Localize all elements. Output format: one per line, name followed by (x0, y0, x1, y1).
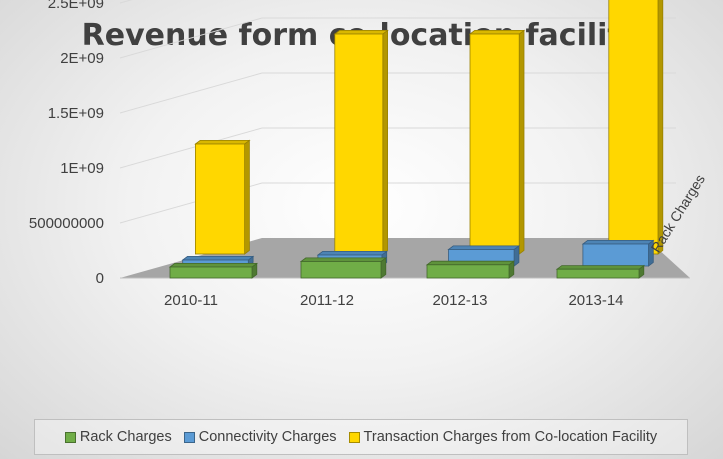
gridline-side (119, 17, 263, 59)
bar-side (518, 29, 525, 255)
y-tick-label: 1.5E+09 (48, 105, 104, 122)
y-tick-label: 1E+09 (60, 160, 104, 177)
x-tick-label: 2010-11 (164, 292, 218, 309)
legend-swatch (183, 431, 195, 443)
bar-side (657, 0, 664, 255)
bar (300, 261, 382, 279)
floor (120, 238, 690, 278)
legend-label: Connectivity Charges (198, 429, 337, 445)
bar-top (581, 239, 655, 245)
legend-label: Rack Charges (79, 429, 172, 445)
bar (469, 33, 520, 255)
bar-top (333, 29, 389, 35)
x-tick-label: 2011-12 (300, 292, 354, 309)
bar-top (468, 29, 526, 35)
legend-item: Rack Charges (64, 429, 172, 445)
x-tick-label: 2012-13 (432, 292, 487, 309)
legend-item: Connectivity Charges (183, 429, 337, 445)
bar (194, 143, 245, 255)
bar (169, 266, 253, 279)
bar-top (447, 245, 521, 250)
bar (334, 33, 384, 255)
x-tick-label: 2013-14 (568, 292, 623, 309)
bar-top (555, 265, 645, 270)
y-tick-label: 2E+09 (60, 50, 104, 67)
bar (582, 243, 649, 267)
legend-swatch (64, 431, 76, 443)
bar-top (168, 262, 258, 268)
bar-top (299, 257, 387, 262)
bar-side (244, 139, 250, 255)
bar (426, 264, 510, 279)
bar-top (425, 260, 515, 266)
y-tick-label: 500000000 (29, 215, 104, 232)
y-tick-label: 0 (96, 270, 104, 287)
legend: Rack Charges Connectivity Charges Transact… (34, 419, 688, 455)
legend-swatch (348, 431, 360, 443)
bar-side (382, 29, 389, 255)
y-tick-label: 2.5E+09 (48, 0, 104, 12)
gridline-side (119, 127, 263, 169)
gridline-side (119, 0, 133, 4)
legend-label: Transaction Charges from Co-location Fac… (363, 429, 658, 445)
bar-top (194, 139, 251, 145)
bar-top (181, 255, 255, 261)
gridline-side (119, 72, 263, 114)
bar (556, 268, 640, 279)
bar-top (316, 250, 388, 256)
bar (608, 0, 659, 255)
legend-item: Transaction Charges from Co-location Fac… (348, 429, 658, 445)
